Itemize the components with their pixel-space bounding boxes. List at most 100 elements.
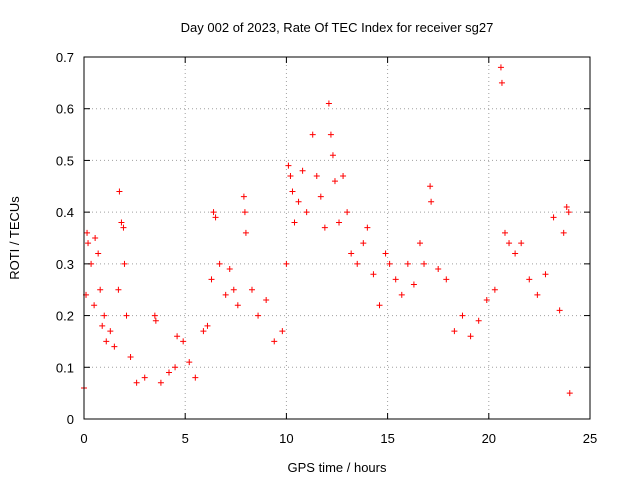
data-point xyxy=(386,260,393,267)
data-points xyxy=(81,64,573,397)
data-point xyxy=(299,167,306,174)
data-point xyxy=(200,328,207,335)
data-point xyxy=(483,297,490,304)
axis-ticks xyxy=(83,56,591,420)
x-tick-label: 20 xyxy=(482,431,496,446)
data-point xyxy=(321,224,328,231)
data-point xyxy=(123,312,130,319)
data-point xyxy=(157,379,164,386)
data-point xyxy=(271,338,278,345)
data-point xyxy=(313,172,320,179)
y-tick-label: 0.5 xyxy=(56,153,74,168)
data-point xyxy=(317,193,324,200)
data-point xyxy=(416,240,423,247)
data-point xyxy=(212,214,219,221)
data-point xyxy=(92,235,99,241)
data-point xyxy=(467,333,474,340)
data-point xyxy=(542,271,549,278)
y-tick-label: 0.2 xyxy=(56,309,74,324)
data-point xyxy=(565,209,572,216)
data-point xyxy=(404,260,411,267)
data-point xyxy=(230,286,237,293)
data-point xyxy=(285,162,292,169)
data-point xyxy=(376,302,383,309)
data-point xyxy=(291,219,298,226)
x-tick-label: 0 xyxy=(80,431,87,446)
data-point xyxy=(556,307,563,314)
data-point xyxy=(279,328,286,335)
data-point xyxy=(186,359,193,366)
data-point xyxy=(208,276,215,283)
data-point xyxy=(101,312,108,319)
x-tick-label: 5 xyxy=(182,431,189,446)
data-point xyxy=(151,312,158,319)
data-point xyxy=(118,219,125,226)
data-point xyxy=(398,291,405,298)
data-point xyxy=(435,266,442,273)
data-point xyxy=(550,214,557,221)
data-point xyxy=(491,286,498,293)
data-point xyxy=(248,286,255,293)
x-axis-label: GPS time / hours xyxy=(288,460,387,475)
data-point xyxy=(91,302,98,309)
data-point xyxy=(560,229,567,236)
data-point xyxy=(451,328,458,335)
data-point xyxy=(174,333,181,340)
data-point xyxy=(340,172,347,179)
data-point xyxy=(204,322,211,329)
data-point xyxy=(241,209,248,216)
data-point xyxy=(240,193,247,200)
data-point xyxy=(512,250,519,257)
data-point xyxy=(242,229,249,236)
data-point xyxy=(336,219,343,226)
data-point xyxy=(95,250,102,257)
data-point xyxy=(331,178,338,185)
y-tick-label: 0.3 xyxy=(56,257,74,272)
data-point xyxy=(497,64,504,71)
data-point xyxy=(501,229,508,236)
data-point xyxy=(226,266,233,273)
data-point xyxy=(348,250,355,257)
data-point xyxy=(344,209,351,216)
data-point xyxy=(566,390,573,397)
data-point xyxy=(141,374,148,381)
data-point xyxy=(216,260,223,267)
y-tick-label: 0.6 xyxy=(56,102,74,117)
data-point xyxy=(255,312,262,319)
x-tick-label: 15 xyxy=(380,431,394,446)
data-point xyxy=(289,188,296,195)
data-point xyxy=(84,229,91,236)
data-point xyxy=(327,131,334,138)
data-point xyxy=(526,276,533,283)
data-point xyxy=(498,79,505,86)
data-point xyxy=(127,353,134,360)
data-point xyxy=(428,198,435,205)
data-point xyxy=(303,209,310,216)
data-point xyxy=(210,209,217,216)
data-point xyxy=(99,322,106,329)
y-tick-label: 0 xyxy=(67,412,74,427)
chart-title: Day 002 of 2023, Rate Of TEC Index for r… xyxy=(181,20,494,35)
data-point xyxy=(295,198,302,205)
data-point xyxy=(287,172,294,179)
data-point xyxy=(152,317,159,324)
data-point xyxy=(222,291,229,298)
data-point xyxy=(364,224,371,231)
data-point xyxy=(283,260,290,267)
data-point xyxy=(116,188,123,195)
data-point xyxy=(459,312,466,319)
data-point xyxy=(392,276,399,283)
data-point xyxy=(85,240,92,247)
data-point xyxy=(309,131,316,138)
data-point xyxy=(421,260,428,267)
y-tick-label: 0.4 xyxy=(56,205,74,220)
data-point xyxy=(382,250,389,257)
data-point xyxy=(111,343,118,350)
data-point xyxy=(97,286,104,293)
y-tick-label: 0.1 xyxy=(56,360,74,375)
data-point xyxy=(133,379,140,386)
tick-labels: 0 5 10 15 20 25 0 0.1 0.2 0.3 0.4 0.5 0.6 0.7 xyxy=(56,50,597,446)
data-point xyxy=(180,338,187,345)
y-axis-label: ROTI / TECUs xyxy=(7,196,22,280)
data-point xyxy=(518,240,525,247)
